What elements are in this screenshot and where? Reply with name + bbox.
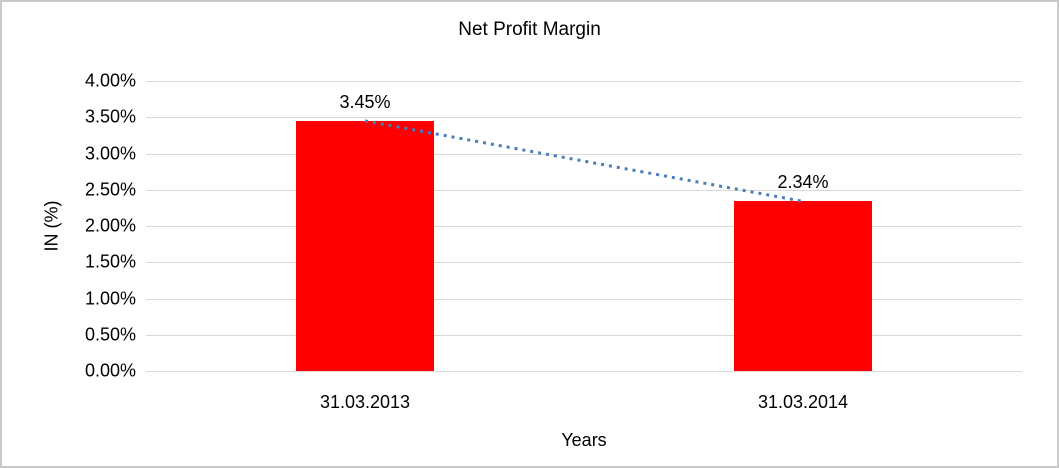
bar-2014[interactable]	[734, 201, 872, 371]
gridline	[146, 262, 1022, 264]
bar-2014-value-label: 2.34%	[777, 172, 829, 193]
x-tick-2013: 31.03.2013	[319, 392, 411, 412]
y-tick-label: 1.00%	[84, 288, 136, 308]
chart-title: Net Profit Margin	[458, 19, 601, 40]
gridline	[146, 298, 1022, 300]
bar-2013[interactable]	[296, 120, 434, 371]
y-tick-label: 0.00%	[84, 360, 136, 381]
gridline	[146, 153, 1022, 155]
plot-area: 3.45% 2.34%	[146, 81, 1022, 372]
gridline	[146, 81, 1022, 82]
gridline	[146, 371, 1022, 372]
y-tick-label: 0.50%	[84, 324, 136, 345]
category-slot-2013: 3.45%	[146, 81, 584, 371]
gridline	[146, 117, 1022, 119]
trendline-line	[364, 119, 804, 203]
x-axis-title: Years	[561, 430, 607, 450]
gridline	[146, 226, 1022, 227]
y-tick-label: 2.00%	[84, 215, 136, 236]
y-tick-label: 2.50%	[84, 179, 136, 200]
y-tick-label: 3.00%	[84, 143, 136, 163]
x-tick-2014: 31.03.2014	[757, 392, 849, 412]
y-tick-label: 1.50%	[84, 251, 136, 272]
trendline[interactable]	[146, 81, 1022, 371]
bar-2013-value-label: 3.45%	[339, 91, 391, 112]
y-axis-ticks: 4.00% 3.50% 3.00% 2.50% 2.00% 1.50% 1.00% 0.50%…	[2, 71, 136, 381]
gridline	[146, 334, 1022, 336]
gridline	[146, 189, 1022, 191]
y-tick-label: 3.50%	[84, 106, 136, 127]
y-tick-label: 4.00%	[84, 70, 136, 91]
category-slot-2014: 2.34%	[584, 81, 1022, 371]
